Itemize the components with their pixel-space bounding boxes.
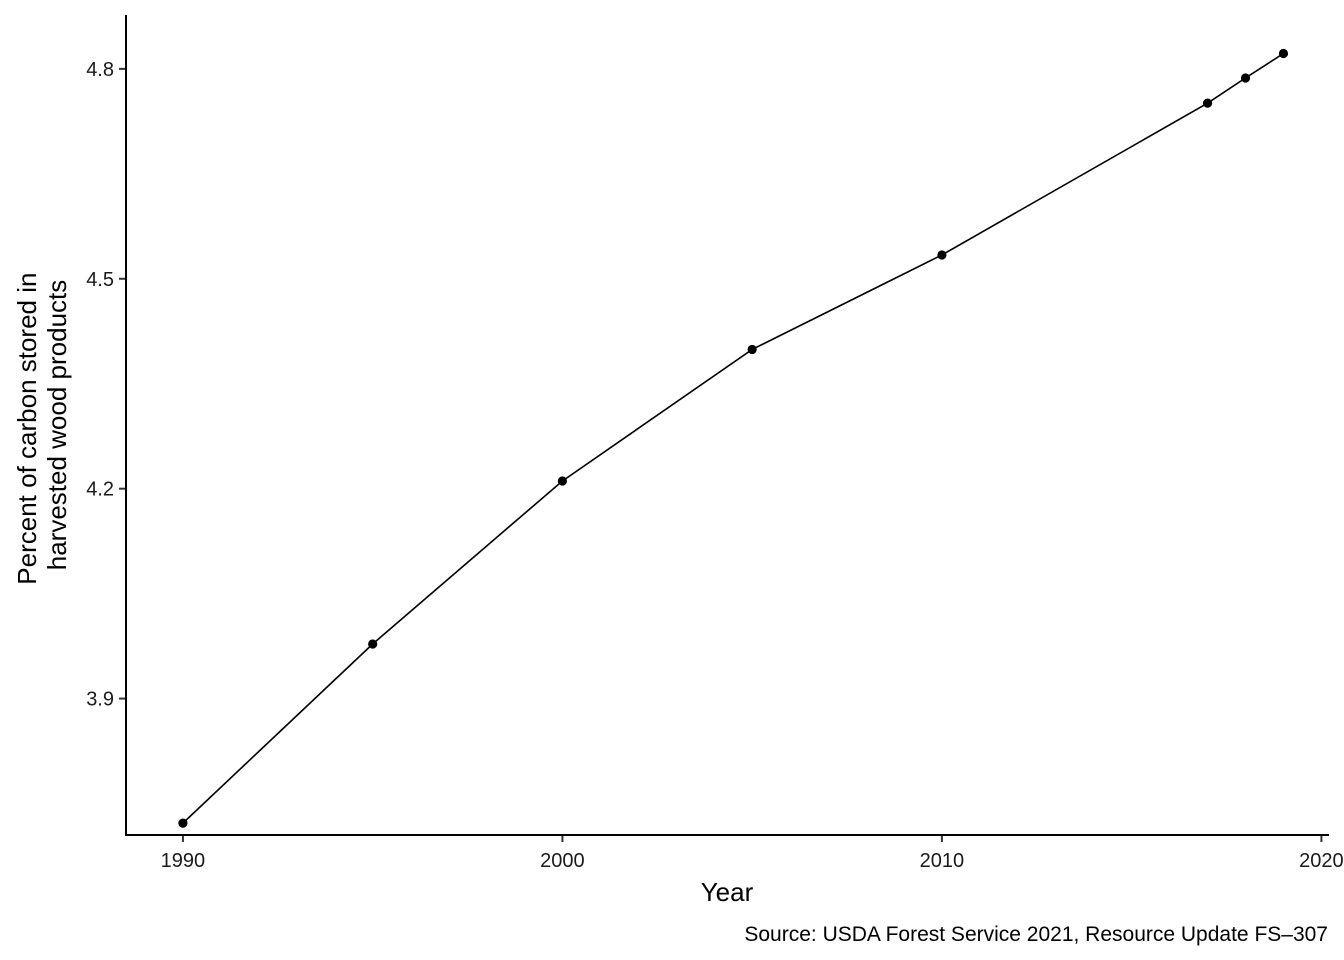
x-ticks xyxy=(181,835,1323,842)
y-tick-label: 4.8 xyxy=(86,59,114,81)
x-tick-label: 2000 xyxy=(540,850,585,872)
x-tick-label: 2020 xyxy=(1299,850,1344,872)
y-tick-label: 4.2 xyxy=(86,479,114,501)
data-point xyxy=(937,250,947,260)
data-point xyxy=(1240,73,1251,83)
x-tick-label: 2010 xyxy=(920,850,965,872)
x-axis-title: Year xyxy=(701,877,754,907)
series-line xyxy=(182,52,1284,824)
source-caption: Source: USDA Forest Service 2021, Resour… xyxy=(744,923,1328,946)
data-point xyxy=(1278,48,1289,59)
y-axis-title-line-2: harvested wood products xyxy=(42,280,72,571)
plot-series xyxy=(178,48,1289,828)
x-tick-label: 1990 xyxy=(161,850,206,872)
data-point xyxy=(747,344,757,355)
x-tick-labels: 1990 2000 2010 2020 xyxy=(161,850,1344,872)
data-point xyxy=(557,476,568,486)
data-point xyxy=(368,639,378,649)
y-ticks xyxy=(119,67,126,700)
data-point xyxy=(178,818,188,828)
y-axis-title: Percent of carbon stored in harvested wo… xyxy=(12,265,72,584)
y-tick-labels: 3.9 4.2 4.5 4.8 xyxy=(86,59,114,711)
y-tick-label: 4.5 xyxy=(86,269,114,291)
data-point xyxy=(1202,98,1213,108)
y-axis-title-line-1: Percent of carbon stored in xyxy=(12,273,42,585)
y-tick-label: 3.9 xyxy=(86,689,114,711)
